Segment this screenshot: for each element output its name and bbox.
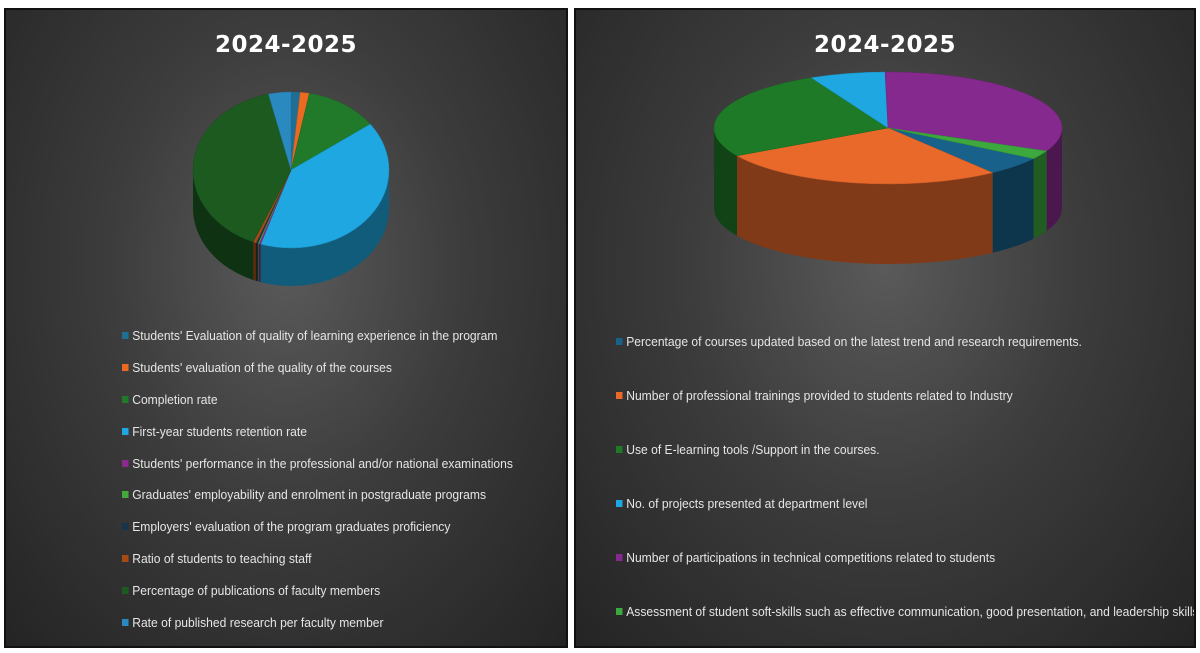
legend-label: Number of professional trainings provide… — [626, 387, 1013, 403]
legend-swatch — [122, 586, 129, 594]
legend-label: No. of projects presented at department … — [626, 495, 868, 511]
pie-slice-2 — [290, 93, 371, 171]
legend-swatch — [616, 337, 623, 345]
pie-slice-8 — [192, 93, 292, 243]
right-legend: Percentage of courses updated based on t… — [616, 314, 1196, 638]
pie-slice-5 — [887, 127, 1048, 159]
legend-swatch — [122, 364, 129, 372]
pie-slice-4 — [884, 71, 1063, 152]
legend-swatch — [122, 618, 129, 626]
legend-swatch — [122, 554, 129, 562]
pie-slice-side — [193, 170, 254, 280]
legend-label: Number of participations in technical co… — [626, 549, 996, 565]
pie-slice-side — [258, 243, 261, 283]
legend-label: Assessment of student soft-skills such a… — [626, 603, 1196, 619]
legend-swatch — [122, 491, 129, 499]
legend-label: Students' evaluation of the quality of t… — [132, 360, 392, 376]
chart-title: 2024-2025 — [214, 32, 358, 58]
right-chart-panel: 2024-2025 Percentage of courses updated … — [574, 8, 1196, 648]
legend-label: Ratio of students to teaching staff — [132, 550, 312, 566]
pie-slice-side — [260, 170, 389, 286]
legend-label: Completion rate — [132, 391, 218, 407]
legend-label: Percentage of publications of faculty me… — [132, 582, 381, 598]
legend-swatch — [122, 427, 129, 435]
legend-swatch — [616, 607, 623, 615]
pie-slice-side — [257, 243, 259, 282]
legend-swatch — [616, 445, 623, 453]
legend-label: Employers' evaluation of the program gra… — [132, 519, 451, 535]
left-pie-chart — [192, 91, 390, 286]
legend-item: Use of E-learning tools /Support in the … — [616, 422, 1194, 476]
right-pie-chart — [713, 71, 1063, 264]
legend-item: Number of participations in technical co… — [616, 530, 1194, 584]
legend-item: First-year students retention rate — [122, 415, 513, 447]
legend-item: Students' Evaluation of quality of learn… — [122, 320, 513, 352]
legend-item: Percentage of courses updated based on t… — [616, 314, 1194, 368]
legend-item: Number of professional trainings provide… — [616, 368, 1194, 422]
pie-side-walls — [714, 128, 1062, 264]
pie-slice-3 — [260, 123, 390, 249]
legend-item: No. of projects presented at department … — [616, 476, 1194, 530]
pie-slice-1 — [736, 127, 994, 185]
chart-title: 2024-2025 — [813, 32, 957, 58]
legend-item: Students' evaluation of the quality of t… — [122, 352, 513, 384]
legend-swatch — [616, 553, 623, 561]
pie-slice-side — [992, 158, 1034, 253]
legend-label: Use of E-learning tools /Support in the … — [626, 441, 880, 457]
legend-item: Students' performance in the professiona… — [122, 447, 513, 479]
legend-item: Rate of published research per faculty m… — [122, 606, 513, 638]
pie-slice-2 — [713, 77, 889, 157]
legend-swatch — [616, 499, 623, 507]
legend-label: First-year students retention rate — [132, 423, 307, 439]
pie-slice-side — [736, 155, 993, 264]
legend-label: Percentage of courses updated based on t… — [626, 333, 1082, 349]
legend-label: Rate of published research per faculty m… — [132, 614, 384, 630]
left-legend: Students' Evaluation of quality of learn… — [122, 320, 542, 638]
pie-side-walls — [193, 170, 389, 286]
legend-swatch — [122, 332, 129, 340]
legend-swatch — [122, 395, 129, 403]
pie-slice-9 — [268, 91, 292, 171]
legend-swatch — [616, 391, 623, 399]
legend-item: Graduates' employability and enrolment i… — [122, 479, 513, 511]
legend-swatch — [122, 523, 129, 531]
legend-item: Completion rate — [122, 384, 513, 416]
legend-item: Employers' evaluation of the program gra… — [122, 511, 513, 543]
legend-label: Students' Evaluation of quality of learn… — [132, 328, 498, 344]
left-chart-panel: 2024-2025 Students' Evaluation of qualit… — [4, 8, 568, 648]
legend-item: Assessment of student soft-skills such a… — [616, 584, 1196, 638]
pie-slice-side — [1046, 128, 1062, 231]
pie-slice-side — [253, 241, 257, 281]
legend-label: Graduates' employability and enrolment i… — [132, 487, 487, 503]
pie-slice-side — [714, 128, 737, 236]
pie-slice-side — [256, 242, 258, 282]
legend-item: Ratio of students to teaching staff — [122, 543, 513, 575]
legend-swatch — [122, 459, 129, 467]
pie-slice-side — [1033, 150, 1047, 239]
legend-label: Students' performance in the professiona… — [132, 455, 513, 471]
legend-item: Percentage of publications of faculty me… — [122, 574, 513, 606]
